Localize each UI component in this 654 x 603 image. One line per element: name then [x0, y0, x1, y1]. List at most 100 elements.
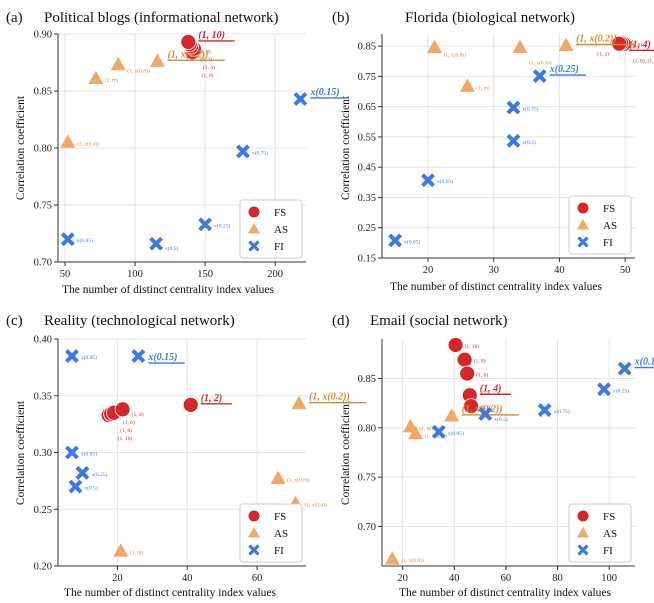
point-label: (1, x(0.8)) [444, 52, 467, 59]
panel-b: (b) Florida (biological network) The num… [332, 10, 603, 293]
legend-marker-fs [248, 510, 260, 522]
point-label: (1, m) [105, 76, 119, 83]
as-point [110, 56, 126, 71]
plot-d: 20 40 60 80 100 0.70 0.75 0.80 0.85 (1, 10) (1, 8)… [358, 337, 654, 584]
legend-marker-fi [248, 544, 260, 556]
legend-label: FS [603, 511, 615, 523]
legend-marker-as [577, 219, 589, 230]
point-label: (1, x(0.8)) [287, 477, 310, 484]
point-label: (1, 8) [199, 48, 211, 55]
y-tick-label: 0.40 [34, 335, 52, 346]
y-tick-label: 0.70 [358, 522, 376, 533]
y-tick-label: 0.30 [34, 448, 52, 459]
legend-marker-fi [577, 544, 589, 556]
y-axis-label-d: Correlation coefficient [340, 400, 352, 505]
legend-marker-fi [577, 236, 589, 248]
panel-title-d: Email (social network) [370, 313, 507, 329]
fs-point [180, 34, 197, 50]
as-point [291, 395, 307, 410]
legend-label: AS [274, 224, 288, 236]
point-label: x(0.5) [522, 139, 535, 146]
legend-marker-fi [248, 240, 260, 252]
fi-point [131, 349, 146, 363]
y-tick-label: 0.85 [358, 374, 376, 385]
x-tick-label: 50 [60, 269, 71, 280]
fi-point [68, 479, 83, 494]
x-axis-label-c: The number of distinct centrality index … [64, 587, 277, 599]
point-label: (1, x(0.8)) [401, 557, 424, 564]
panel-label-b: (b) [332, 10, 350, 26]
highlight-label: (1, x(0.2)) [167, 49, 208, 60]
y-axis-label-b: Correlation coefficient [340, 95, 352, 200]
highlight-label: (1, 4) [480, 383, 502, 394]
point-label: (1, m) [419, 425, 433, 432]
x-tick-label: 30 [488, 265, 499, 276]
fi-point [236, 144, 250, 159]
y-tick-label: 0.35 [358, 193, 376, 204]
x-tick-label: 100 [601, 573, 617, 584]
y-tick-label: 0.25 [34, 505, 52, 516]
point-label: (1, 4) [132, 411, 144, 418]
y-tick-label: 0.80 [34, 144, 52, 155]
fi-point [149, 236, 163, 251]
point-label: (1, 2) [597, 51, 609, 58]
x-tick-label: 50 [620, 265, 631, 276]
point-label: (1, 2) [200, 56, 212, 63]
point-label: x(0.25) [214, 222, 230, 229]
point-label: x(0.05) [448, 430, 464, 437]
point-label: (1, 4) [203, 64, 215, 71]
y-tick-label: 0.85 [358, 42, 376, 53]
x-tick-label: 20 [397, 573, 408, 584]
fi-point [597, 382, 611, 397]
fi-point [617, 361, 632, 376]
x-tick-label: 200 [267, 269, 283, 280]
point-label: (1, 6) [630, 41, 642, 48]
panel-a: (a) Political blogs (informational netwo… [6, 10, 279, 296]
as-point [427, 39, 443, 54]
legend-marker-fs [577, 510, 589, 522]
fi-point [60, 232, 75, 247]
fi-point [388, 233, 403, 248]
as-point [88, 70, 104, 84]
legend-label: FI [274, 241, 284, 253]
point-label: x(0.05) [81, 354, 97, 361]
point-label: x(0.05) [81, 451, 97, 458]
point-label: x(0.05) [77, 237, 93, 244]
point-label: (1, 10) [118, 435, 133, 442]
fi-point [421, 173, 435, 188]
point-label: (1, 10) [465, 343, 480, 350]
highlight-label: x(0.25) [549, 64, 579, 75]
panel-label-a: (a) [6, 10, 23, 26]
point-label: x(0.75) [554, 408, 570, 415]
x-tick-label: 100 [127, 269, 143, 280]
y-tick-label: 0.70 [34, 258, 52, 269]
highlight-label: x(0.15) [147, 352, 177, 363]
point-label: x(0.5) [165, 245, 178, 252]
point-label: (1, 6) [476, 372, 488, 379]
panel-label-d: (d) [332, 313, 350, 329]
as-point [60, 134, 76, 148]
fs-point [447, 337, 464, 353]
legend-marker-as [248, 527, 260, 538]
legend-label: AS [274, 528, 288, 540]
y-axis-label-c: Correlation coefficient [15, 400, 27, 505]
fi-point [293, 92, 308, 106]
y-tick-label: 0.65 [358, 102, 376, 113]
plot-c: 20 40 600.200.250.300.350.40(1, 10)(1, 8)(… [34, 335, 367, 584]
highlight-label: (1, x(0.2)) [309, 392, 350, 403]
point-label: x(0.05) [404, 238, 420, 245]
fi-point [506, 133, 521, 148]
y-tick-label: 0.25 [358, 223, 376, 234]
point-label: (1, 2) [480, 404, 492, 411]
highlight-label: x(0.15) [634, 357, 654, 368]
point-label: (1, 6) [123, 419, 135, 426]
point-label: (1, 8), (1, 10) [633, 57, 654, 64]
legend-label: FS [274, 511, 286, 523]
highlight-label: x(0.15) [309, 87, 339, 98]
x-axis-label-a: The number of distinct centrality index … [62, 284, 275, 296]
legend-marker-as [248, 223, 260, 234]
legend-label: FI [603, 545, 613, 557]
y-tick-label: 0.45 [358, 163, 376, 174]
legend-label: FS [274, 207, 286, 219]
